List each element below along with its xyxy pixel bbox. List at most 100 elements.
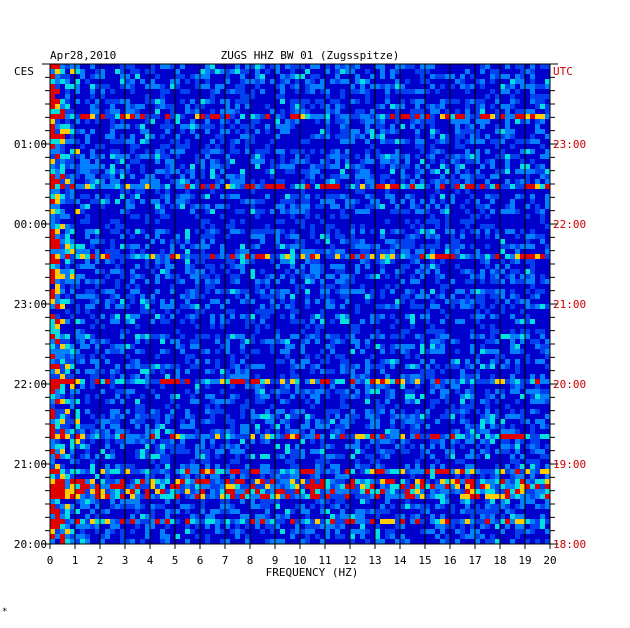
heatmap-cell xyxy=(160,439,165,444)
heatmap-cell xyxy=(145,154,150,159)
heatmap-cell xyxy=(110,154,115,159)
heatmap-cell xyxy=(530,474,535,479)
heatmap-cell xyxy=(490,414,495,419)
heatmap-cell xyxy=(480,509,485,514)
heatmap-cell xyxy=(470,524,475,529)
heatmap-cell xyxy=(170,364,175,369)
heatmap-cell xyxy=(230,419,235,424)
heatmap-cell xyxy=(385,239,390,244)
heatmap-cell xyxy=(155,504,160,509)
heatmap-cell xyxy=(65,319,70,324)
heatmap-cell xyxy=(480,289,485,294)
heatmap-cell xyxy=(455,479,460,484)
heatmap-cell xyxy=(200,239,205,244)
heatmap-cell xyxy=(370,109,375,114)
heatmap-cell xyxy=(520,474,525,479)
heatmap-cell xyxy=(445,99,450,104)
heatmap-cell xyxy=(220,119,225,124)
heatmap-cell xyxy=(425,434,430,439)
heatmap-cell xyxy=(460,459,465,464)
heatmap-cell xyxy=(240,84,245,89)
heatmap-cell xyxy=(460,509,465,514)
heatmap-cell xyxy=(70,534,75,539)
heatmap-cell xyxy=(255,199,260,204)
heatmap-cell xyxy=(470,384,475,389)
heatmap-cell xyxy=(440,334,445,339)
heatmap-cell xyxy=(340,534,345,539)
heatmap-cell xyxy=(220,484,225,489)
heatmap-cell xyxy=(520,469,525,474)
heatmap-cell xyxy=(425,479,430,484)
heatmap-cell xyxy=(225,429,230,434)
heatmap-cell xyxy=(290,244,295,249)
heatmap-cell xyxy=(275,359,280,364)
heatmap-cell xyxy=(490,424,495,429)
heatmap-cell xyxy=(385,494,390,499)
heatmap-cell xyxy=(390,469,395,474)
heatmap-cell xyxy=(485,94,490,99)
heatmap-cell xyxy=(255,484,260,489)
heatmap-cell xyxy=(500,149,505,154)
heatmap-cell xyxy=(65,99,70,104)
heatmap-cell xyxy=(80,194,85,199)
heatmap-cell xyxy=(510,469,515,474)
heatmap-cell xyxy=(515,259,520,264)
heatmap-cell xyxy=(505,444,510,449)
heatmap-cell xyxy=(210,109,215,114)
heatmap-cell xyxy=(95,284,100,289)
heatmap-cell xyxy=(235,89,240,94)
heatmap-cell xyxy=(140,349,145,354)
heatmap-cell xyxy=(400,84,405,89)
heatmap-cell xyxy=(50,204,55,209)
heatmap-cell xyxy=(470,529,475,534)
heatmap-cell xyxy=(275,389,280,394)
heatmap-cell xyxy=(165,124,170,129)
heatmap-cell xyxy=(465,389,470,394)
heatmap-cell xyxy=(245,249,250,254)
heatmap-cell xyxy=(400,124,405,129)
heatmap-cell xyxy=(115,169,120,174)
heatmap-cell xyxy=(345,239,350,244)
heatmap-cell xyxy=(345,289,350,294)
heatmap-cell xyxy=(185,189,190,194)
heatmap-cell xyxy=(445,494,450,499)
heatmap-cell xyxy=(320,324,325,329)
heatmap-cell xyxy=(370,294,375,299)
heatmap-cell xyxy=(265,114,270,119)
heatmap-cell xyxy=(440,494,445,499)
heatmap-cell xyxy=(400,469,405,474)
heatmap-cell xyxy=(160,89,165,94)
heatmap-cell xyxy=(95,144,100,149)
heatmap-cell xyxy=(250,259,255,264)
heatmap-cell xyxy=(420,109,425,114)
heatmap-cell xyxy=(325,379,330,384)
heatmap-cell xyxy=(380,114,385,119)
heatmap-cell xyxy=(355,394,360,399)
heatmap-cell xyxy=(230,109,235,114)
heatmap-cell xyxy=(55,294,60,299)
heatmap-cell xyxy=(510,79,515,84)
heatmap-cell xyxy=(480,139,485,144)
heatmap-cell xyxy=(65,184,70,189)
heatmap-cell xyxy=(365,274,370,279)
heatmap-cell xyxy=(380,269,385,274)
heatmap-cell xyxy=(265,279,270,284)
heatmap-cell xyxy=(380,264,385,269)
heatmap-cell xyxy=(395,269,400,274)
heatmap-cell xyxy=(400,154,405,159)
heatmap-cell xyxy=(450,279,455,284)
heatmap-cell xyxy=(60,514,65,519)
heatmap-cell xyxy=(115,184,120,189)
heatmap-cell xyxy=(200,504,205,509)
heatmap-cell xyxy=(355,444,360,449)
heatmap-cell xyxy=(185,289,190,294)
heatmap-cell xyxy=(350,379,355,384)
heatmap-cell xyxy=(325,499,330,504)
heatmap-cell xyxy=(515,524,520,529)
heatmap-cell xyxy=(305,249,310,254)
heatmap-cell xyxy=(325,119,330,124)
heatmap-cell xyxy=(95,84,100,89)
heatmap-cell xyxy=(495,169,500,174)
heatmap-cell xyxy=(315,424,320,429)
heatmap-cell xyxy=(545,174,550,179)
